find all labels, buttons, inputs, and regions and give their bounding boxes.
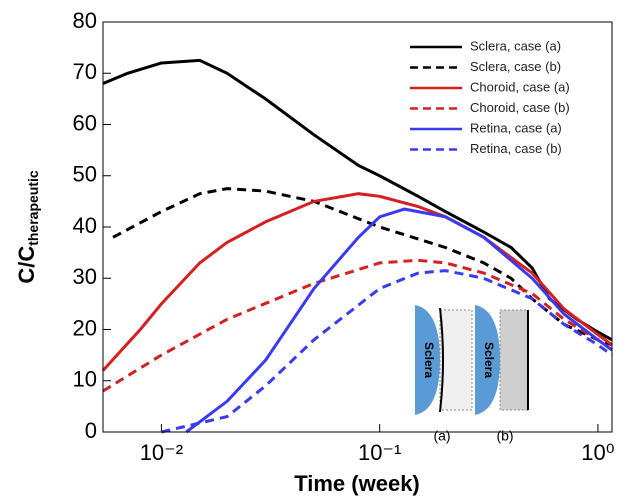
- y-axis-label-sub: therapeutic: [25, 170, 41, 246]
- y-tick-label: 10: [73, 367, 97, 392]
- y-tick-label: 60: [73, 110, 97, 135]
- legend-label: Choroid, case (a): [470, 79, 570, 94]
- inset-label: (b): [496, 428, 513, 444]
- x-tick-label: 10⁻¹: [358, 440, 401, 465]
- y-axis-label: C/Ctherapeutic: [14, 170, 41, 284]
- y-tick-label: 40: [73, 213, 97, 238]
- inset-text: Sclera: [422, 342, 436, 378]
- series-line: [185, 207, 613, 434]
- y-tick-label: 30: [73, 264, 97, 289]
- inset-sclera-a: [415, 305, 440, 415]
- series-line: [161, 269, 613, 434]
- plot-frame: [102, 21, 613, 433]
- x-axis-label: Time (week): [294, 471, 420, 496]
- legend-label: Sclera, case (b): [470, 59, 561, 74]
- legend-label: Retina, case (b): [470, 141, 562, 156]
- legend-label: Sclera, case (a): [470, 38, 561, 53]
- inset: Sclera Sclera (a) (b): [415, 305, 529, 444]
- inset-sclera-b: [475, 305, 500, 415]
- y-tick-label: 70: [73, 59, 97, 84]
- legend-label: Choroid, case (b): [470, 100, 570, 115]
- series-line: [101, 192, 613, 372]
- inset-retina-a: [439, 307, 444, 413]
- y-tick-label: 20: [73, 315, 97, 340]
- series-line: [112, 187, 613, 347]
- series-line: [102, 258, 613, 393]
- inset-label: (a): [433, 428, 450, 444]
- x-tick-label: 10⁰: [581, 440, 614, 465]
- y-tick-label: 80: [73, 8, 97, 33]
- y-axis-label-main: C/C: [14, 246, 39, 284]
- y-tick-label: 0: [85, 418, 97, 443]
- y-tick-label: 50: [73, 162, 97, 187]
- inset-box-b: [499, 309, 529, 411]
- inset-text: Sclera: [482, 342, 496, 378]
- x-tick-label: 10⁻²: [140, 440, 183, 465]
- legend-label: Retina, case (a): [470, 120, 562, 135]
- inset-box-a: [439, 309, 473, 411]
